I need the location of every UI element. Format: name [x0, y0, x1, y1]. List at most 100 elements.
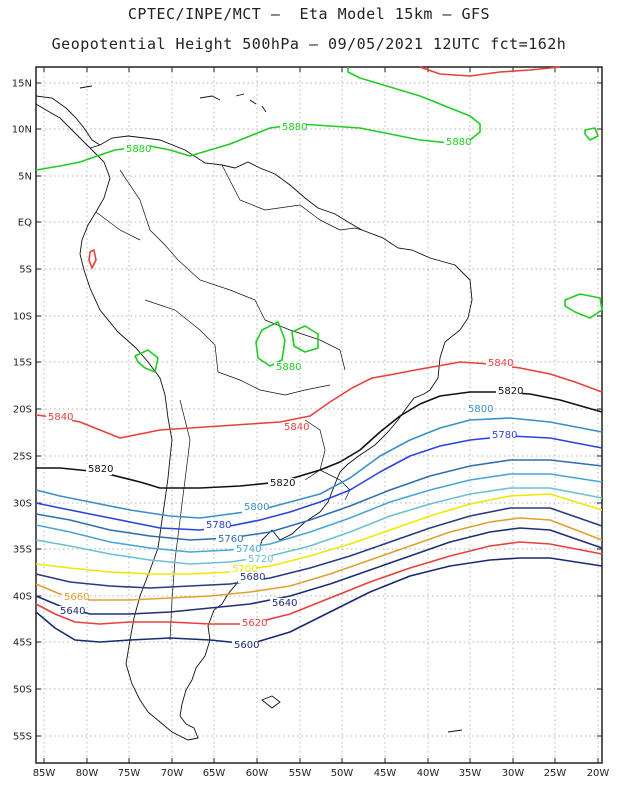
- contour-label-bg: [234, 544, 260, 555]
- contour-label-5760: 5760: [218, 534, 243, 545]
- contour-line-5880: [134, 349, 159, 373]
- contour-line-5740: [35, 473, 603, 553]
- contour-line-5880: [584, 127, 599, 141]
- contour-label-bg: [270, 598, 296, 609]
- contour-label-5780: 5780: [206, 520, 231, 531]
- contour-5800: 5800 5800: [35, 404, 603, 519]
- contour-label-5700: 5700: [232, 564, 257, 575]
- contour-label-5740: 5740: [236, 544, 261, 555]
- lat-tick-label: 30S: [13, 499, 32, 510]
- contour-label-5880: 5880: [446, 137, 471, 148]
- lat-tick-label: 55S: [13, 732, 32, 743]
- lat-tick-label: 15N: [12, 79, 32, 90]
- contour-5640: 5640 5640: [35, 527, 603, 617]
- country-borders: [95, 164, 363, 641]
- lat-tick-label: 5N: [18, 172, 32, 183]
- contour-label-5880: 5880: [276, 362, 301, 373]
- contour-label-bg: [86, 464, 112, 475]
- border-peru-bolivia: [144, 299, 219, 373]
- contour-label-bg: [240, 618, 266, 629]
- border-uruguay: [319, 469, 351, 501]
- contour-line-5880: [291, 325, 319, 353]
- map-title-line-2: Geopotential Height 500hPa – 09/05/2021 …: [51, 35, 567, 53]
- central-america-coastline: [35, 95, 101, 149]
- contour-5880: 5880 5880 5880 5880: [35, 67, 603, 373]
- lat-tick-label: 45S: [13, 638, 32, 649]
- contour-label-bg: [62, 592, 88, 603]
- contour-line-5640: [35, 527, 603, 615]
- contour-label-bg: [490, 430, 516, 441]
- falkland-islands: [261, 695, 281, 709]
- contour-label-bg: [268, 478, 294, 489]
- contour-label-5600: 5600: [234, 640, 259, 651]
- contour-label-bg: [230, 564, 256, 575]
- border-chile-argentina: [169, 399, 191, 641]
- border-ecuador: [95, 211, 141, 241]
- contour-label-bg: [282, 422, 308, 433]
- lat-tick-label: 50S: [13, 685, 32, 696]
- contour-5660: 5660: [35, 517, 603, 603]
- contour-label-bg: [204, 520, 230, 531]
- lat-tick-label: 35S: [13, 545, 32, 556]
- lat-tick-label: 40S: [13, 592, 32, 603]
- lon-tick-label: 40W: [417, 768, 440, 779]
- contour-label-bg: [46, 412, 72, 423]
- border-guianas: [319, 219, 363, 231]
- lat-tick-label: 10S: [13, 312, 32, 323]
- contour-label-5840: 5840: [48, 412, 73, 423]
- contour-label-5780: 5780: [492, 430, 517, 441]
- contour-line-5840: [88, 249, 97, 269]
- contour-line-5620: [35, 541, 603, 625]
- contour-5780: 5780 5780: [35, 430, 603, 531]
- border-peru-brazil: [177, 259, 266, 321]
- lat-tick-label: EQ: [18, 218, 32, 229]
- contour-5760: 5760: [35, 459, 603, 545]
- contour-label-5840: 5840: [284, 422, 309, 433]
- contour-label-bg: [280, 122, 306, 133]
- contour-label-bg: [274, 362, 300, 373]
- contour-5600: 5600: [35, 557, 603, 651]
- lon-tick-label: 30W: [502, 768, 525, 779]
- contour-line-5660: [35, 517, 603, 601]
- contour-label-5620: 5620: [242, 618, 267, 629]
- contour-5680: 5680: [35, 507, 603, 589]
- contour-5700: 5700: [35, 493, 603, 575]
- lon-tick-label: 55W: [289, 768, 312, 779]
- contour-line-5780: [35, 435, 603, 531]
- contour-5840: 5840 5840 5840: [35, 66, 603, 439]
- map-title-line-1: CPTEC/INPE/MCT – Eta Model 15km – GFS: [127, 5, 491, 23]
- contour-label-5660: 5660: [64, 592, 89, 603]
- contour-lines: 5880588058805880584058405840582058205820…: [35, 66, 603, 651]
- contour-5820: 5820 5820 5820: [36, 386, 603, 489]
- contour-5720: 5720: [35, 487, 603, 565]
- contour-label-bg: [216, 534, 242, 545]
- contour-5740: 5740: [35, 473, 603, 555]
- lat-tick-label: 15S: [13, 358, 32, 369]
- contour-label-bg: [238, 572, 264, 583]
- contour-5620: 5620: [35, 541, 603, 629]
- contour-line-5680: [35, 507, 603, 589]
- lat-tick-label: 5S: [19, 265, 32, 276]
- border-venezuela-brazil: [221, 164, 321, 221]
- lon-tick-label: 70W: [161, 768, 184, 779]
- contour-line-5720: [35, 487, 603, 565]
- contour-label-bg: [246, 554, 272, 565]
- contour-label-5820: 5820: [270, 478, 295, 489]
- contour-label-5720: 5720: [248, 554, 273, 565]
- contour-label-bg: [232, 640, 258, 651]
- lon-tick-label: 50W: [331, 768, 354, 779]
- contour-label-5640: 5640: [272, 598, 297, 609]
- contour-label-bg: [242, 502, 268, 513]
- contour-label-5820: 5820: [498, 386, 523, 397]
- lon-tick-label: 45W: [374, 768, 397, 779]
- border-bolivia-paraguay: [217, 371, 331, 396]
- contour-label-5800: 5800: [468, 404, 493, 415]
- border-colombia: [119, 169, 179, 261]
- south-georgia: [447, 729, 463, 733]
- contour-label-bg: [496, 386, 522, 397]
- contour-label-5840: 5840: [488, 358, 513, 369]
- contour-line-5600: [35, 557, 603, 645]
- contour-label-bg: [486, 358, 512, 369]
- border-bolivia-brazil: [264, 319, 346, 371]
